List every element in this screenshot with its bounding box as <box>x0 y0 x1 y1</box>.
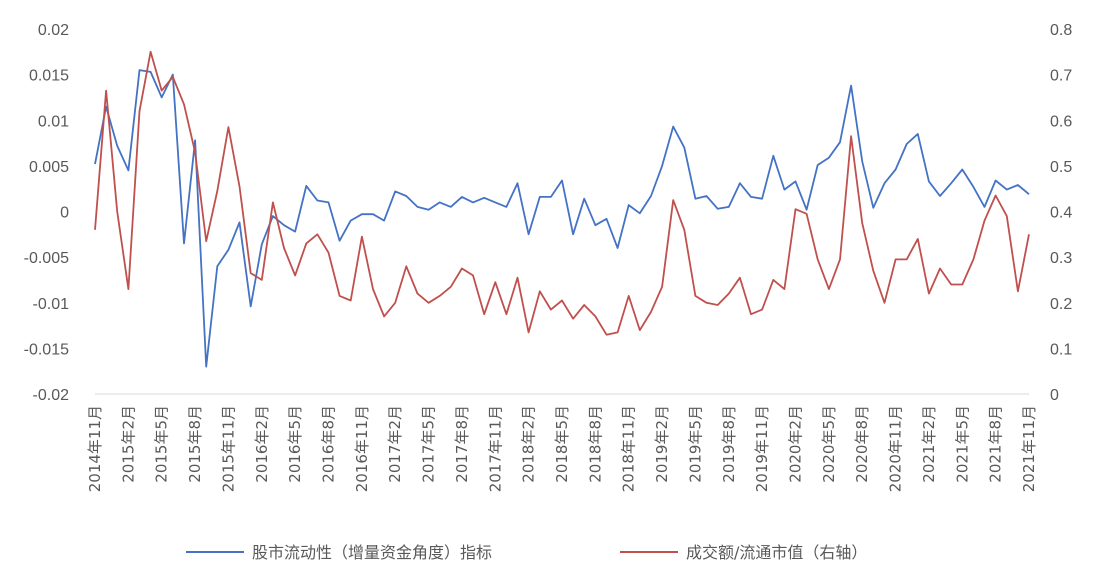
x-tick-label: 2017年11月 <box>486 405 504 492</box>
x-tick-label: 2017年8月 <box>453 405 471 483</box>
x-tick-label: 2020年8月 <box>853 405 871 483</box>
x-tick-label: 2019年8月 <box>720 405 738 483</box>
y-left-tick-label: 0.015 <box>29 68 69 85</box>
x-tick-label: 2020年5月 <box>820 405 838 483</box>
legend-label-turnover: 成交额/流通市值（右轴） <box>686 543 867 562</box>
x-tick-label: 2014年11月 <box>86 405 104 492</box>
y-left-tick-label: 0 <box>60 205 69 222</box>
x-tick-label: 2021年5月 <box>953 405 971 483</box>
x-tick-label: 2020年2月 <box>787 405 805 483</box>
y-axis-left-tick-labels: 0.02 0.015 0.01 0.005 0 -0.005 -0.01 -0.015 -0.0… <box>24 22 69 404</box>
x-tick-label: 2015年8月 <box>186 405 204 483</box>
y-left-tick-label: -0.015 <box>24 341 69 358</box>
y-right-tick-label: 0.5 <box>1050 159 1072 176</box>
y-right-tick-label: 0.4 <box>1050 205 1072 222</box>
y-right-tick-label: 0 <box>1050 387 1059 404</box>
x-axis-tick-labels: 2014年11月 2015年2月 2015年5月 2015年8月 2015年11月 201… <box>86 405 1038 492</box>
series-line-turnover <box>94 50 1030 336</box>
x-tick-label: 2019年2月 <box>653 405 671 483</box>
x-tick-label: 2019年5月 <box>686 405 704 483</box>
y-left-tick-label: -0.005 <box>24 250 69 267</box>
x-tick-label: 2015年11月 <box>219 405 237 492</box>
x-tick-label: 2015年2月 <box>119 405 137 483</box>
y-axis-right-tick-labels: 0.8 0.7 0.6 0.5 0.4 0.3 0.2 0.1 0 <box>1050 22 1072 404</box>
x-tick-label: 2018年2月 <box>520 405 538 483</box>
x-tick-label: 2017年2月 <box>386 405 404 483</box>
y-right-tick-label: 0.1 <box>1050 341 1072 358</box>
x-tick-label: 2018年11月 <box>620 405 638 492</box>
y-left-tick-label: 0.005 <box>29 159 69 176</box>
y-left-tick-label: 0.02 <box>38 22 69 39</box>
x-tick-label: 2021年2月 <box>920 405 938 483</box>
x-tick-label: 2018年5月 <box>553 405 571 483</box>
legend-label-liquidity: 股市流动性（增量资金角度）指标 <box>252 543 492 562</box>
y-left-tick-label: 0.01 <box>38 113 69 130</box>
x-tick-label: 2021年11月 <box>1020 405 1038 492</box>
series-line-liquidity <box>94 69 1030 368</box>
y-right-tick-label: 0.2 <box>1050 296 1072 313</box>
x-tick-label: 2016年11月 <box>353 405 371 492</box>
y-right-tick-label: 0.7 <box>1050 68 1072 85</box>
x-tick-label: 2019年11月 <box>753 405 771 492</box>
x-tick-label: 2017年5月 <box>420 405 438 483</box>
legend: 股市流动性（增量资金角度）指标 成交额/流通市值（右轴） <box>186 543 867 562</box>
series-lines <box>94 50 1030 368</box>
y-right-tick-label: 0.3 <box>1050 250 1072 267</box>
x-tick-label: 2018年8月 <box>586 405 604 483</box>
x-tick-label: 2016年2月 <box>253 405 271 483</box>
x-tick-label: 2021年8月 <box>987 405 1005 483</box>
y-right-tick-label: 0.8 <box>1050 22 1072 39</box>
y-left-tick-label: -0.01 <box>33 296 70 313</box>
x-tick-label: 2015年5月 <box>153 405 171 483</box>
x-tick-label: 2016年8月 <box>320 405 338 483</box>
x-tick-label: 2020年11月 <box>887 405 905 492</box>
x-tick-label: 2016年5月 <box>286 405 304 483</box>
y-right-tick-label: 0.6 <box>1050 113 1072 130</box>
y-left-tick-label: -0.02 <box>33 387 70 404</box>
